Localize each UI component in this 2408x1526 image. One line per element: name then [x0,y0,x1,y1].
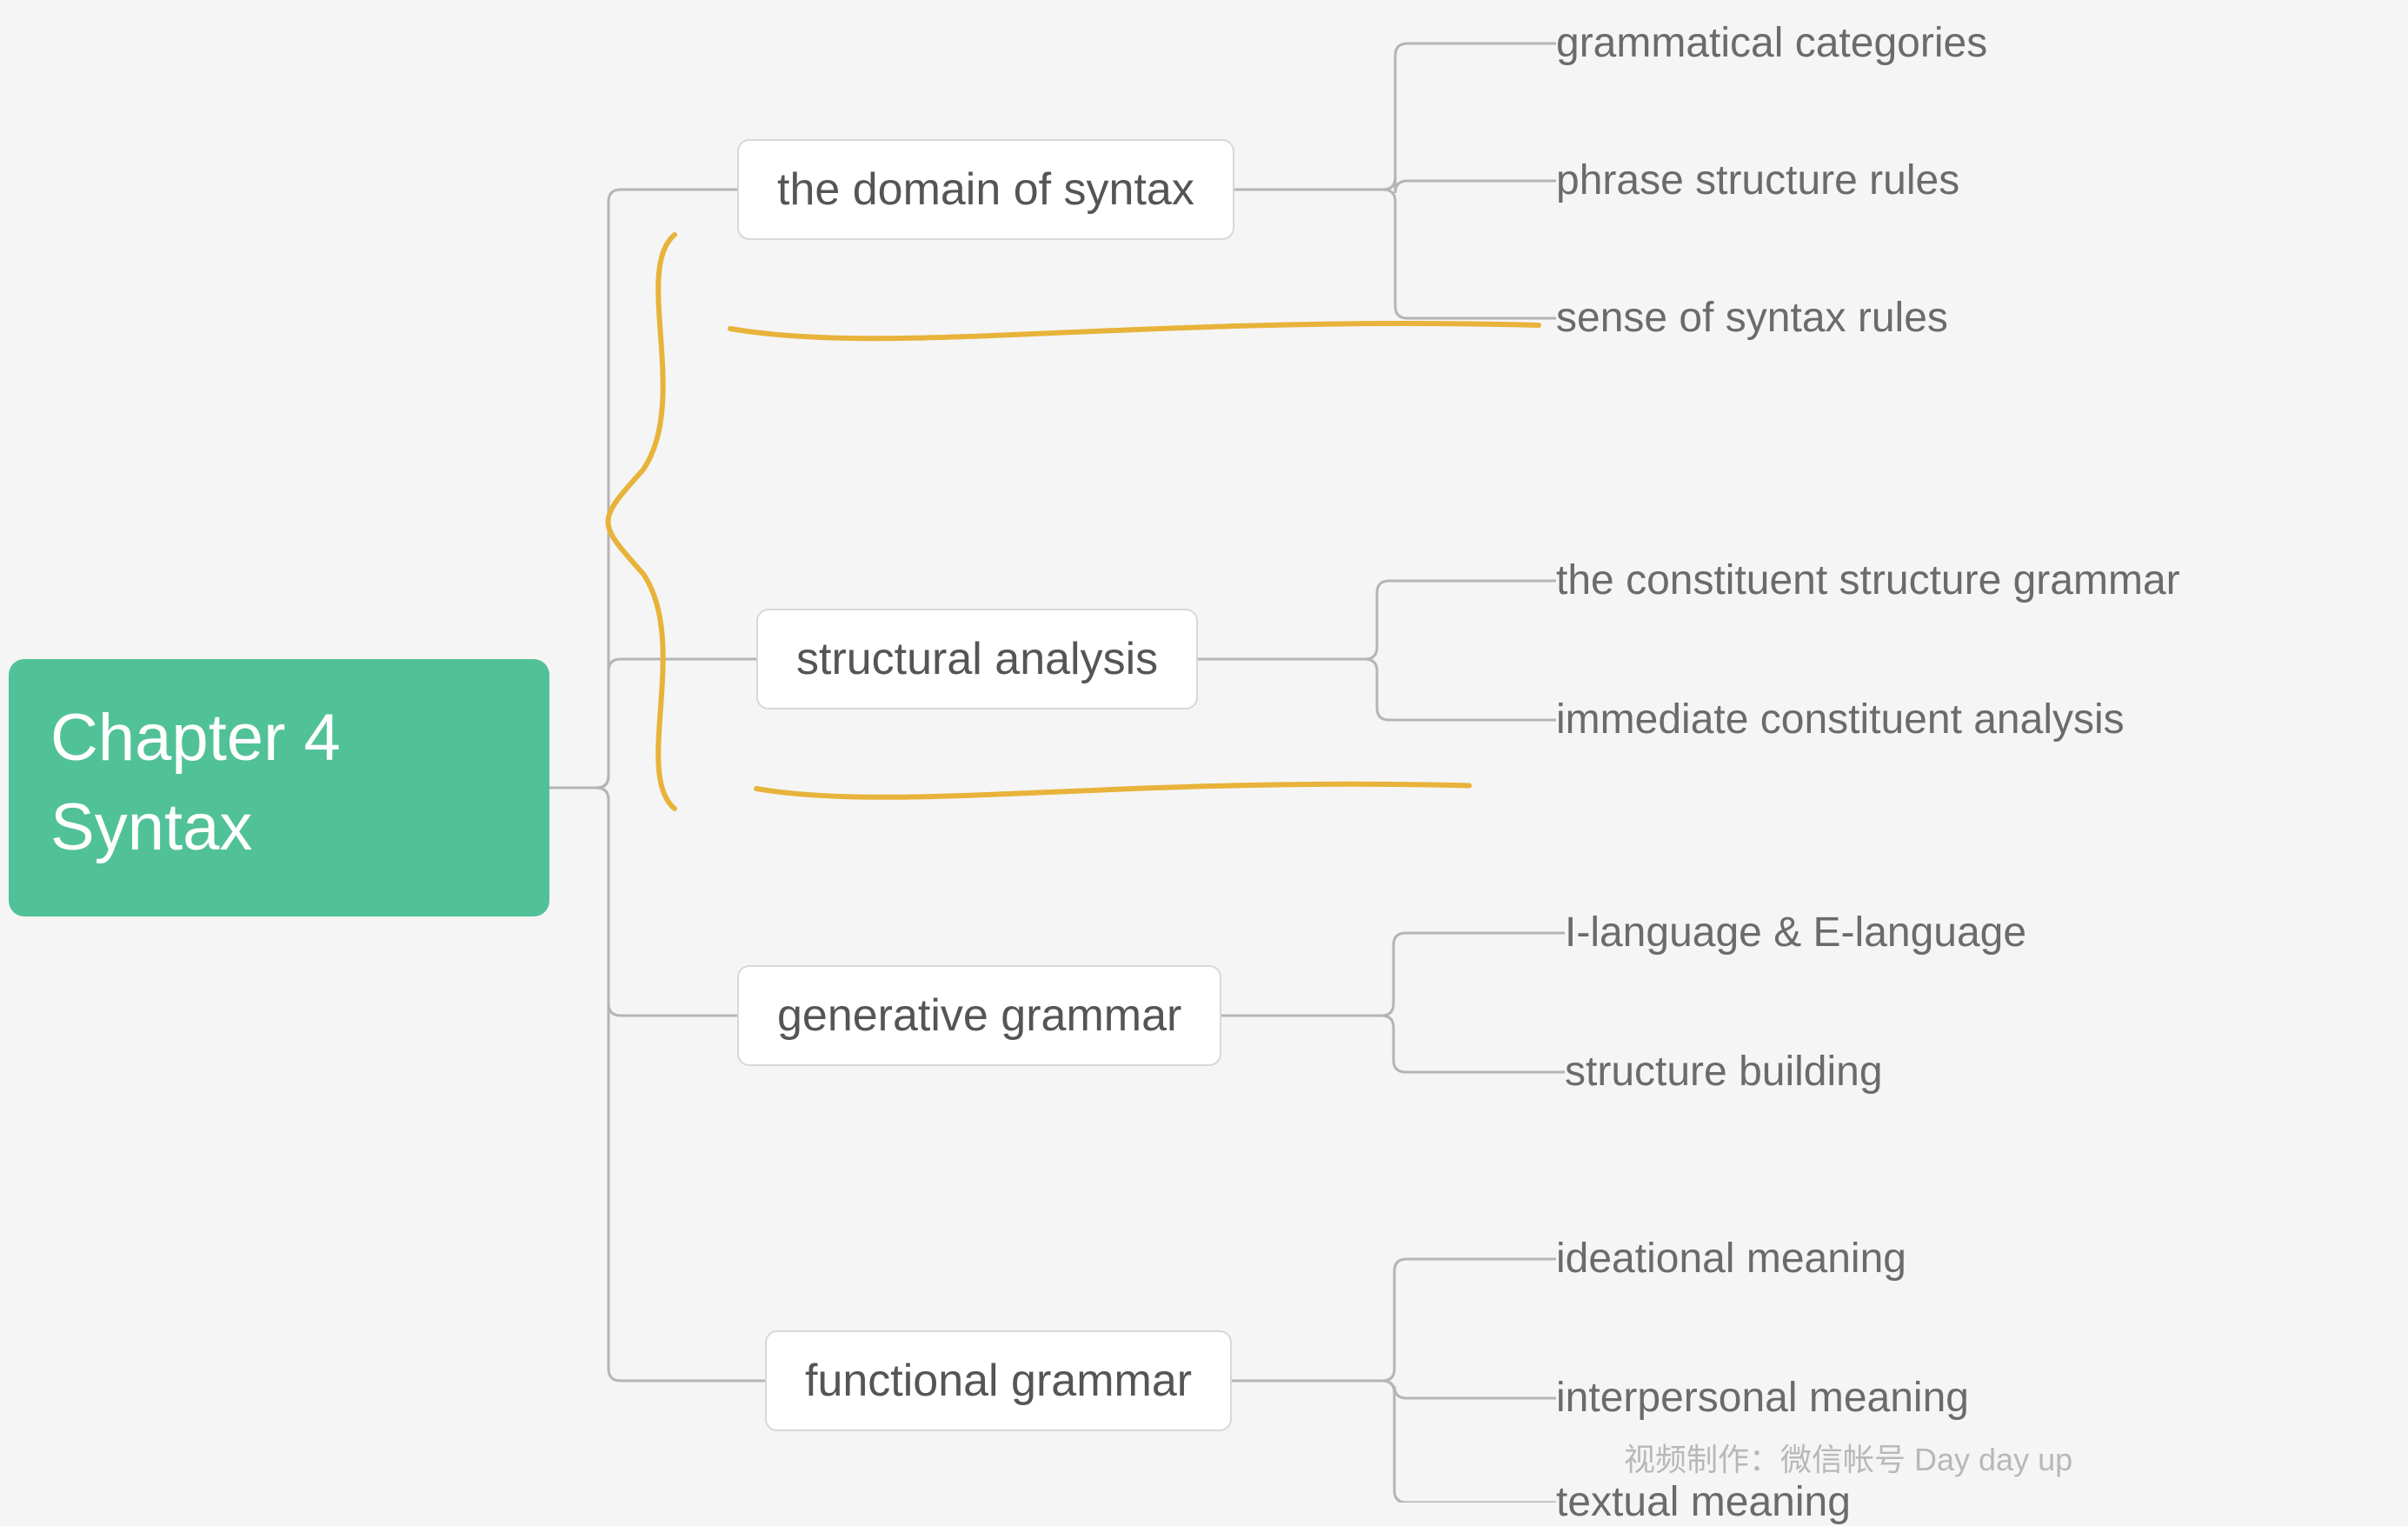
branch-functional[interactable]: functional grammar [765,1330,1232,1431]
leaf-grammatical-categories[interactable]: grammatical categories [1556,19,1987,67]
root-node[interactable]: Chapter 4 Syntax [9,659,549,916]
branch-generative-label: generative grammar [777,990,1181,1041]
branch-functional-label: functional grammar [805,1356,1192,1406]
leaf-constituent-structure-grammar[interactable]: the constituent structure grammar [1556,556,2180,604]
branch-structural-label: structural analysis [796,634,1158,684]
branch-structural[interactable]: structural analysis [756,609,1198,710]
leaf-i-e-language[interactable]: I-language & E-language [1565,909,2026,956]
watermark-prefix: 视频制作： [1624,1442,1780,1477]
leaf-immediate-constituent-analysis[interactable]: immediate constituent analysis [1556,696,2125,743]
leaf-phrase-structure-rules[interactable]: phrase structure rules [1556,157,1959,204]
leaf-interpersonal-meaning[interactable]: interpersonal meaning [1556,1374,1969,1422]
leaf-ideational-meaning[interactable]: ideational meaning [1556,1235,1906,1283]
root-line1: Chapter 4 [50,701,341,775]
leaf-sense-of-syntax-rules[interactable]: sense of syntax rules [1556,294,1948,342]
branch-generative[interactable]: generative grammar [737,965,1221,1066]
branch-domain[interactable]: the domain of syntax [737,139,1234,240]
leaf-structure-building[interactable]: structure building [1565,1048,1883,1096]
branch-domain-label: the domain of syntax [777,164,1194,215]
watermark-text: 微信帐号 Day day up [1780,1442,2072,1477]
watermark: 视频制作：微信帐号 Day day up [1624,1435,2072,1480]
root-line2: Syntax [50,790,252,864]
